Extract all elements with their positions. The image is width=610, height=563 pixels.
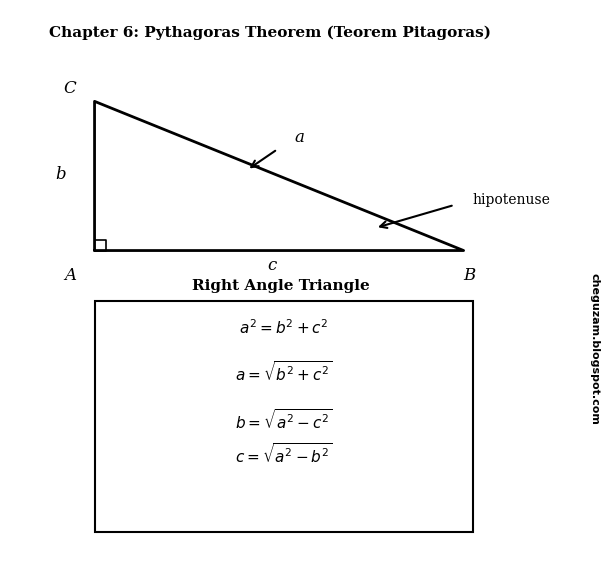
Text: b: b (56, 166, 66, 183)
Text: $c = \sqrt{a^{2} - b^{2}}$: $c = \sqrt{a^{2} - b^{2}}$ (235, 442, 332, 466)
Text: c: c (267, 257, 276, 274)
Text: $a = \sqrt{b^{2} + c^{2}}$: $a = \sqrt{b^{2} + c^{2}}$ (235, 360, 332, 384)
Text: $b = \sqrt{a^{2} - c^{2}}$: $b = \sqrt{a^{2} - c^{2}}$ (235, 408, 332, 432)
Text: B: B (464, 267, 476, 284)
Text: Chapter 6: Pythagoras Theorem (Teorem Pitagoras): Chapter 6: Pythagoras Theorem (Teorem Pi… (49, 25, 491, 40)
Text: A: A (64, 267, 76, 284)
Text: C: C (64, 80, 76, 97)
Text: hipotenuse: hipotenuse (473, 193, 551, 207)
Text: a: a (294, 129, 304, 146)
Text: $a^{2} = b^{2} + c^{2}$: $a^{2} = b^{2} + c^{2}$ (239, 318, 328, 337)
Text: cheguzam.blogspot.com: cheguzam.blogspot.com (590, 273, 600, 425)
Bar (95, 301, 473, 532)
Text: Right Angle Triangle: Right Angle Triangle (192, 279, 370, 293)
